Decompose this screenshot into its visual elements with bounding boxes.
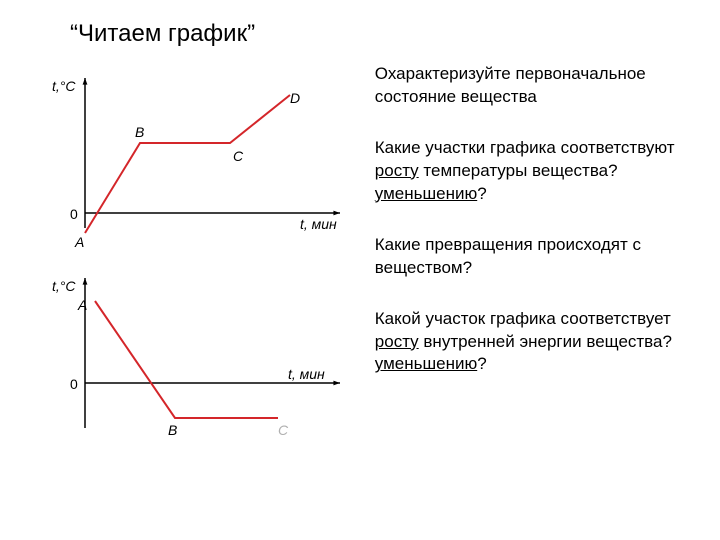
- svg-text:t,°C: t,°C: [52, 278, 76, 294]
- chart-1: t,°C t, мин 0 A B C D: [30, 63, 375, 253]
- svg-text:t, мин: t, мин: [300, 216, 337, 232]
- q2-mid: температуры вещества?: [419, 161, 618, 180]
- q4-u2: уменьшению: [375, 354, 477, 373]
- question-1: Охарактеризуйте первоначальное состояние…: [375, 63, 690, 109]
- q4-end: ?: [477, 354, 486, 373]
- svg-text:A: A: [74, 234, 84, 248]
- svg-text:0: 0: [70, 206, 78, 222]
- svg-text:t, мин: t, мин: [288, 366, 325, 382]
- q2-pre: Какие участки графика соответствуют: [375, 138, 675, 157]
- svg-text:B: B: [135, 124, 144, 140]
- page-title: “Читаем график”: [70, 20, 690, 48]
- svg-text:C: C: [233, 148, 244, 164]
- question-4: Какой участок графика соответствует рост…: [375, 308, 690, 377]
- svg-text:D: D: [290, 90, 300, 106]
- charts-column: t,°C t, мин 0 A B C D t,°C t, мин 0 A B C: [30, 63, 375, 463]
- svg-text:B: B: [168, 422, 177, 438]
- svg-text:t,°C: t,°C: [52, 78, 76, 94]
- svg-text:A: A: [77, 297, 87, 313]
- content-row: t,°C t, мин 0 A B C D t,°C t, мин 0 A B C Охарактер…: [30, 63, 690, 463]
- q2-u1: росту: [375, 161, 419, 180]
- q4-u1: росту: [375, 332, 419, 351]
- q2-u2: уменьшению: [375, 184, 477, 203]
- svg-text:C: C: [278, 422, 289, 438]
- q4-mid: внутренней энергии вещества?: [419, 332, 672, 351]
- svg-text:0: 0: [70, 376, 78, 392]
- q4-pre: Какой участок графика соответствует: [375, 309, 671, 328]
- q2-end: ?: [477, 184, 486, 203]
- question-2: Какие участки графика соответствуют рост…: [375, 137, 690, 206]
- questions-column: Охарактеризуйте первоначальное состояние…: [375, 63, 690, 463]
- question-3: Какие превращения происходят с веществом…: [375, 234, 690, 280]
- chart-2: t,°C t, мин 0 A B C: [30, 263, 375, 453]
